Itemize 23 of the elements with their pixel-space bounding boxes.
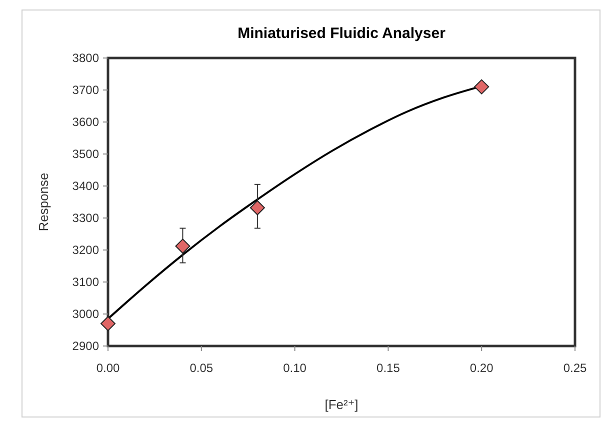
y-tick-label: 2900 xyxy=(72,339,100,354)
y-tick-label: 3200 xyxy=(72,243,100,258)
point xyxy=(175,238,190,254)
y-tick-label: 3500 xyxy=(72,147,100,162)
point xyxy=(250,200,265,216)
point xyxy=(100,316,116,332)
y-tick-label: 3800 xyxy=(72,51,100,66)
y-tick-label: 3600 xyxy=(72,115,100,130)
x-axis-title: [Fe²⁺] xyxy=(324,397,358,412)
x-tick-label: 0.15 xyxy=(376,361,400,375)
y-axis-title: Response xyxy=(36,172,51,232)
y-tick-label: 3300 xyxy=(72,211,100,226)
point xyxy=(474,79,490,94)
x-tick-label: 0.10 xyxy=(283,361,307,375)
x-tick-label: 0.00 xyxy=(96,361,120,375)
chart-title: Miniaturised Fluidic Analyser xyxy=(238,25,446,42)
y-tick-label: 3100 xyxy=(72,275,100,290)
x-tick-label: 0.05 xyxy=(190,361,214,375)
y-tick-label: 3000 xyxy=(72,307,100,322)
y-tick-label: 3700 xyxy=(72,83,100,98)
x-tick-label: 0.25 xyxy=(563,361,587,375)
y-tick-label: 3400 xyxy=(72,179,100,194)
x-tick-label: 0.20 xyxy=(470,361,494,375)
